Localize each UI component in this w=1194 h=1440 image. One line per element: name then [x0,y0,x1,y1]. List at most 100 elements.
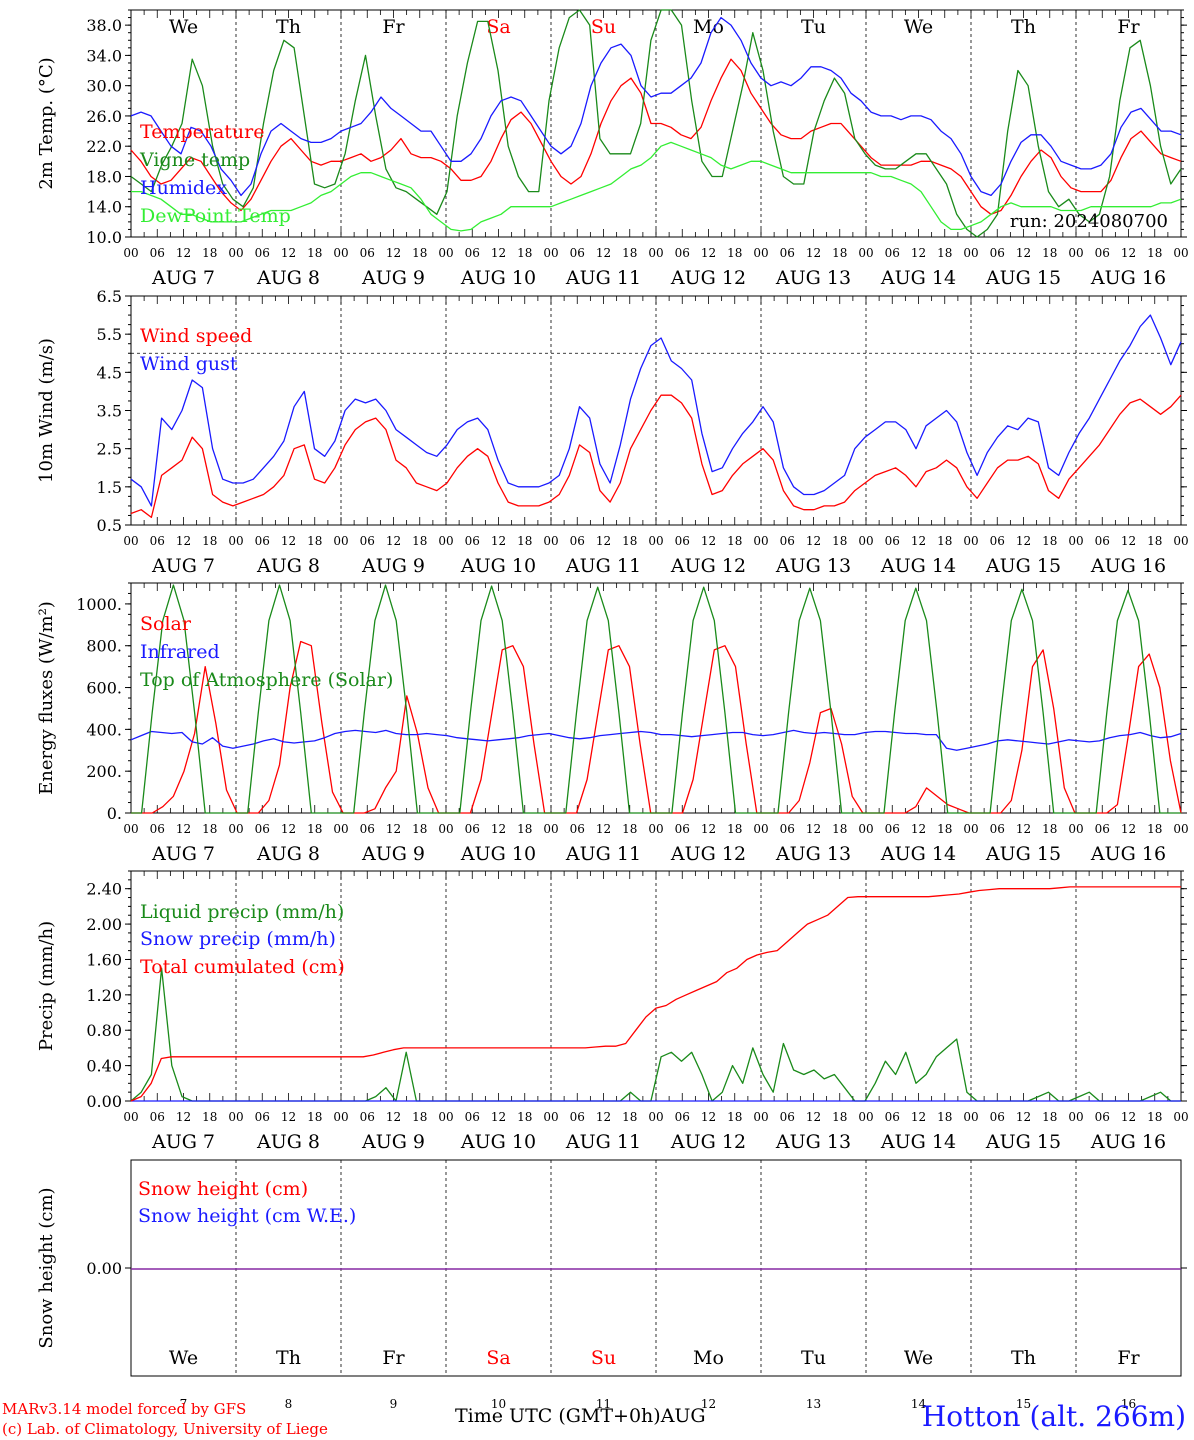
xlabel: Time UTC (GMT+0h) [455,1405,661,1427]
weekday-label: We [169,1347,198,1369]
date-label: AUG 7 [151,1131,215,1153]
day-number: 16 [1121,1397,1136,1411]
hour-label: 00 [1173,1110,1188,1124]
hour-label: 00 [438,534,453,548]
legend-entry: Temperature [140,121,264,143]
hour-label: 18 [307,246,322,260]
hour-label: 12 [1016,246,1031,260]
hour-label: 06 [990,822,1005,836]
hour-label: 06 [990,1110,1005,1124]
hour-label: 18 [937,822,952,836]
date-label: AUG 10 [460,843,536,865]
hour-label: 06 [780,822,795,836]
y-tick-label: 18.0 [86,167,122,186]
hour-label: 00 [858,822,873,836]
weekday-label: Th [1011,16,1036,38]
series-line-vigne-temp [130,9,1182,238]
hour-label: 12 [491,534,506,548]
hour-label: 18 [202,1110,217,1124]
hour-label: 18 [727,822,742,836]
hour-label: 00 [1068,822,1083,836]
hour-label: 06 [885,1110,900,1124]
hour-label: 06 [360,246,375,260]
date-label: AUG 10 [460,267,536,289]
y-tick-label: 30.0 [86,77,122,96]
y-axis-label: 2m Temp. (°C) [36,57,57,189]
date-label: AUG 10 [460,1131,536,1153]
hour-label: 18 [412,1110,427,1124]
hour-label: 06 [255,246,270,260]
weekday-label: Tu [801,1347,826,1369]
hour-label: 18 [202,822,217,836]
date-label: AUG 14 [880,843,956,865]
hour-label: 06 [885,246,900,260]
weekday-label: Fr [382,16,405,38]
date-label: AUG 16 [1090,555,1166,577]
run-annotation: run: 2024080700 [1010,211,1168,232]
hour-label: 00 [438,1110,453,1124]
hour-label: 18 [1042,1110,1057,1124]
hour-label: 06 [255,822,270,836]
series-line-temperature [130,58,1182,215]
hour-label: 06 [360,822,375,836]
y-axis-label: Snow height (cm) [36,1187,57,1348]
hour-label: 06 [885,822,900,836]
hour-label: 06 [885,534,900,548]
hour-label: 06 [990,246,1005,260]
hour-label: 06 [990,534,1005,548]
lab-credit: (c) Lab. of Climatology, University of L… [2,1420,328,1438]
day-number: 8 [285,1397,293,1411]
date-label: AUG 8 [256,1131,320,1153]
y-tick-label: 0.00 [86,1259,122,1278]
hour-label: 00 [228,822,243,836]
hour-label: 00 [963,1110,978,1124]
hour-label: 00 [333,1110,348,1124]
model-credit: MARv3.14 model forced by GFS [2,1400,247,1418]
month-label: AUG [660,1405,706,1427]
hour-label: 06 [465,1110,480,1124]
y-tick-label: 1.60 [86,950,122,969]
hour-label: 18 [622,822,637,836]
hour-label: 06 [465,534,480,548]
y-axis-label: Energy fluxes (W/m²) [36,601,57,795]
hour-label: 06 [780,534,795,548]
date-label: AUG 11 [565,843,641,865]
y-tick-label: 4.5 [97,363,122,382]
hour-label: 06 [570,246,585,260]
hour-label: 12 [911,1110,926,1124]
hour-label: 00 [753,1110,768,1124]
date-label: AUG 10 [460,555,536,577]
date-label: AUG 12 [670,1131,746,1153]
hour-label: 12 [701,246,716,260]
hour-label: 00 [438,246,453,260]
date-label: AUG 14 [880,1131,956,1153]
hour-label: 18 [517,822,532,836]
date-label: AUG 9 [361,267,425,289]
date-label: AUG 13 [775,843,851,865]
hour-label: 18 [832,1110,847,1124]
hour-label: 00 [1068,534,1083,548]
day-number: 9 [390,1397,398,1411]
hour-label: 18 [412,822,427,836]
hour-label: 12 [911,246,926,260]
hour-label: 12 [596,822,611,836]
hour-label: 18 [937,534,952,548]
legend-entry: Wind gust [140,353,238,375]
day-number: 12 [701,1397,716,1411]
date-label: AUG 11 [565,267,641,289]
legend-entry: Total cumulated (cm) [140,956,345,978]
hour-label: 00 [123,246,138,260]
hour-label: 00 [858,246,873,260]
hour-label: 00 [543,246,558,260]
panel-5: 7 8 9 10 11 12 13 14 15 16 We Th Fr Sa Su Mo Tu We Th Fr 0.0… [36,1159,1187,1411]
date-label: AUG 11 [565,1131,641,1153]
hour-label: 00 [123,822,138,836]
weekday-label: Fr [1117,1347,1140,1369]
hour-label: 12 [701,1110,716,1124]
hour-label: 18 [727,1110,742,1124]
y-tick-label: 10.0 [86,228,122,247]
hour-label: 06 [1095,534,1110,548]
date-label: AUG 14 [880,555,956,577]
day-number: 11 [596,1397,611,1411]
hour-label: 12 [1121,246,1136,260]
